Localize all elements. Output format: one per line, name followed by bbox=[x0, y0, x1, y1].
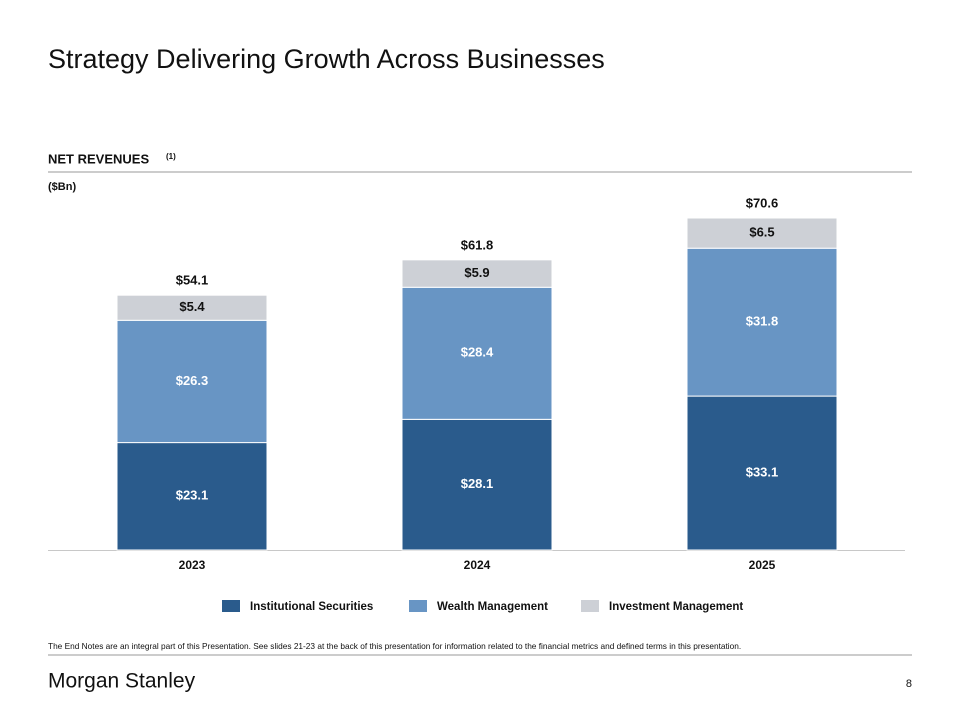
legend-label: Institutional Securities bbox=[250, 601, 373, 613]
x-tick-label: 2023 bbox=[179, 558, 206, 572]
legend-swatch bbox=[581, 600, 599, 612]
segment-label: $5.9 bbox=[464, 265, 489, 280]
bar-segment bbox=[686, 247, 838, 397]
chart-title: NET REVENUES bbox=[48, 151, 149, 166]
bar-segment bbox=[686, 217, 838, 249]
bar-segment bbox=[686, 395, 838, 551]
x-tick-label: 2024 bbox=[464, 558, 491, 572]
legend-label: Investment Management bbox=[609, 601, 743, 613]
bar-segment bbox=[116, 442, 268, 551]
title-note: (1) bbox=[166, 152, 176, 161]
segment-label: $33.1 bbox=[746, 464, 779, 479]
bar-segment bbox=[401, 259, 553, 288]
page-number: 8 bbox=[906, 678, 912, 690]
x-tick-label: 2025 bbox=[749, 558, 776, 572]
logo: Morgan Stanley bbox=[48, 670, 196, 693]
segment-label: $23.1 bbox=[176, 488, 209, 503]
bar-segment bbox=[401, 418, 553, 551]
legend-swatch bbox=[222, 600, 240, 612]
segment-label: $28.4 bbox=[461, 345, 494, 360]
segment-label: $5.4 bbox=[179, 299, 205, 314]
legend-swatch bbox=[409, 600, 427, 612]
segment-label: $26.3 bbox=[176, 373, 209, 388]
total-label: $61.8 bbox=[461, 237, 494, 252]
legend-label: Wealth Management bbox=[437, 601, 548, 613]
footnote: The End Notes are an integral part of th… bbox=[48, 641, 741, 651]
segment-label: $6.5 bbox=[749, 225, 774, 240]
slide-title: Strategy Delivering Growth Across Busine… bbox=[48, 44, 605, 74]
segment-label: $31.8 bbox=[746, 314, 779, 329]
segment-label: $28.1 bbox=[461, 476, 494, 491]
bar-segment bbox=[401, 286, 553, 420]
bar-segment bbox=[116, 294, 268, 321]
total-label: $70.6 bbox=[746, 195, 779, 210]
total-label: $54.1 bbox=[176, 273, 209, 288]
unit-label: ($Bn) bbox=[48, 181, 76, 193]
